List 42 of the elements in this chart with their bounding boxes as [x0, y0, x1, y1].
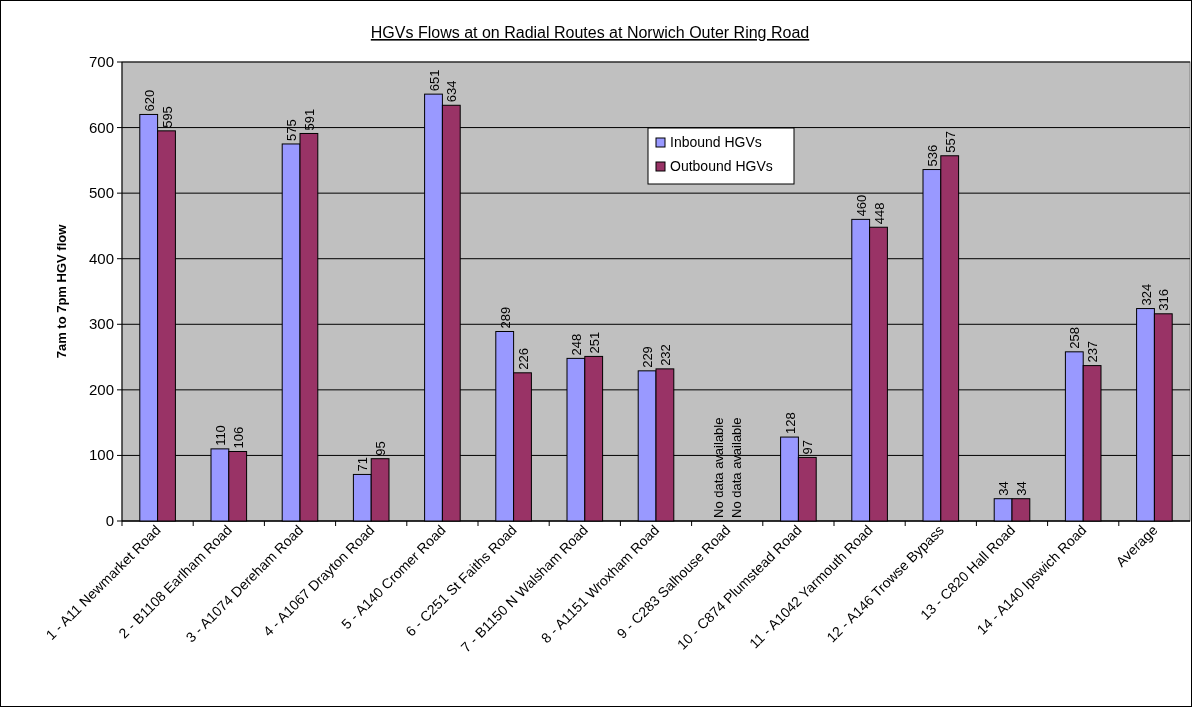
data-label: 448 — [871, 202, 887, 225]
y-tick-label: 400 — [88, 249, 114, 267]
data-label: 251 — [586, 331, 602, 354]
data-label: 651 — [426, 69, 442, 92]
data-label: 71 — [355, 456, 371, 472]
data-label: 128 — [782, 412, 798, 435]
data-label: 575 — [284, 119, 300, 141]
data-label: 595 — [159, 106, 175, 128]
y-tick-label: 200 — [88, 380, 114, 398]
data-label: 557 — [942, 131, 958, 153]
data-label: 591 — [301, 108, 317, 131]
data-label: 232 — [657, 344, 673, 366]
data-label: 289 — [497, 306, 513, 329]
data-label: 95 — [373, 441, 389, 456]
data-label: 324 — [1138, 283, 1154, 306]
y-tick-label: 300 — [88, 315, 114, 333]
data-label: 536 — [924, 144, 940, 167]
legend-label: Outbound HGVs — [670, 158, 773, 174]
data-label: 97 — [800, 439, 816, 455]
data-label: 237 — [1085, 340, 1101, 363]
data-label: 248 — [568, 333, 584, 356]
y-tick-label: 600 — [88, 118, 114, 136]
data-label: 226 — [515, 348, 531, 370]
data-label: 620 — [141, 89, 157, 112]
legend-label: Inbound HGVs — [670, 134, 762, 150]
data-label: 258 — [1067, 327, 1083, 349]
text: No data available — [711, 417, 727, 518]
data-label: 460 — [853, 194, 869, 217]
chart-title: HGVs Flows at on Radial Routes at Norwich Outer Ring Road — [370, 24, 810, 41]
data-label: 634 — [444, 80, 460, 103]
y-axis-title: 7am to 7pm HGV flow — [54, 223, 69, 359]
y-tick-label: 0 — [105, 512, 114, 529]
y-tick-label: 700 — [88, 53, 114, 70]
data-label: 110 — [212, 425, 228, 446]
data-label: 229 — [640, 346, 656, 368]
text: No data available — [729, 417, 745, 518]
y-tick-label: 500 — [88, 184, 114, 202]
y-tick-label: 100 — [88, 446, 114, 464]
data-label: 34 — [1013, 481, 1029, 496]
data-label: 34 — [996, 481, 1012, 496]
data-label: 106 — [230, 426, 246, 449]
data-label: 316 — [1156, 289, 1172, 311]
